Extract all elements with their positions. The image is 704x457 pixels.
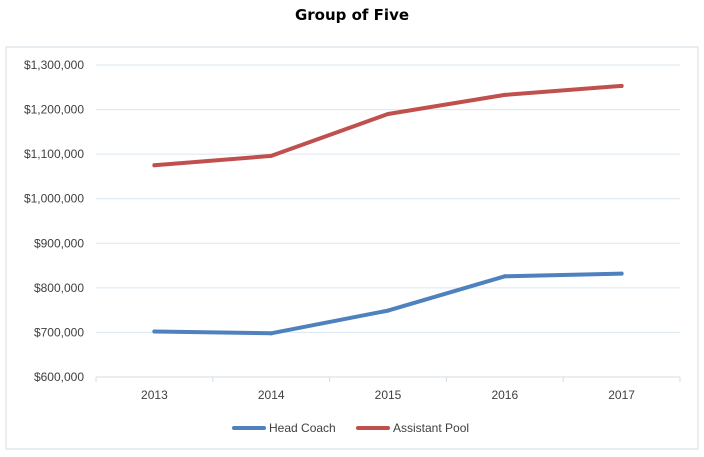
data-point [619, 271, 624, 276]
x-tick-label: 2015 [375, 388, 402, 402]
y-tick-label: $1,200,000 [24, 103, 84, 117]
y-tick-label: $700,000 [34, 325, 84, 339]
y-tick-label: $1,000,000 [24, 192, 84, 206]
data-point [269, 331, 274, 336]
y-tick-label: $800,000 [34, 281, 84, 295]
x-tick-label: 2014 [258, 388, 285, 402]
x-tick-label: 2013 [141, 388, 168, 402]
x-tick-label: 2016 [491, 388, 518, 402]
legend: Head Coach Assistant Pool [232, 421, 469, 435]
y-axis-ticks: $600,000 $700,000 $800,000 $900,000 $1,000,0… [24, 58, 84, 384]
chart-title: Group of Five [295, 6, 409, 24]
legend-label: Assistant Pool [393, 421, 469, 435]
data-point [386, 308, 390, 313]
data-point [502, 274, 507, 279]
series-lines [152, 83, 624, 336]
data-point [619, 83, 624, 88]
y-tick-label: $900,000 [34, 236, 84, 250]
data-point [152, 329, 157, 334]
x-tick-label: 2017 [608, 388, 635, 402]
data-point [502, 92, 507, 97]
series-line-head-coach [152, 271, 624, 336]
plot-frame [5, 46, 699, 450]
data-point [152, 163, 157, 168]
x-axis-ticks: 2013 2014 2015 2016 2017 [95, 377, 681, 402]
y-tick-label: $1,100,000 [24, 147, 84, 161]
legend-label: Head Coach [269, 421, 336, 435]
series-line-assistant-pool [152, 83, 624, 168]
y-tick-label: $1,300,000 [24, 58, 84, 72]
y-tick-label: $600,000 [34, 370, 84, 384]
data-point [269, 153, 274, 158]
data-point [386, 112, 390, 117]
